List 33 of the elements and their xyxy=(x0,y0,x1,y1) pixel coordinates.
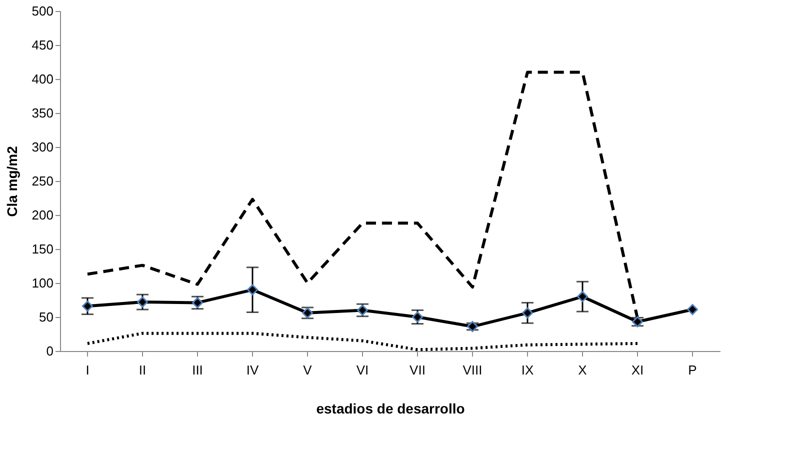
y-tick-label: 500 xyxy=(32,4,54,18)
y-tick-label: 200 xyxy=(32,208,54,222)
y-tick-label: 50 xyxy=(39,310,54,324)
x-tick-label: XI xyxy=(631,362,644,378)
point xyxy=(412,312,423,322)
x-tick-label: II xyxy=(138,362,146,378)
x-tick-label: VI xyxy=(356,362,369,378)
point xyxy=(137,296,148,308)
point xyxy=(247,284,258,296)
x-tick-label: IX xyxy=(521,362,534,378)
y-tick-label: 300 xyxy=(32,140,54,154)
y-tick-label: 150 xyxy=(32,242,54,256)
x-tick-label: IV xyxy=(246,362,259,378)
point xyxy=(522,307,533,318)
y-tick-label: 0 xyxy=(46,344,54,358)
point xyxy=(82,300,93,312)
y-tick-label: 450 xyxy=(32,38,54,52)
y-tick-label: 100 xyxy=(32,276,54,290)
x-tick-label: VIII xyxy=(462,362,482,378)
y-axis-title: Cla mg/m2 xyxy=(4,146,20,217)
x-tick-label: III xyxy=(192,362,203,378)
x-tick-label: V xyxy=(303,362,312,378)
x-tick-label: VII xyxy=(410,362,426,378)
y-tick-label: 250 xyxy=(32,174,54,188)
line-series xyxy=(86,332,639,352)
x-axis-title: estadios de desarrollo xyxy=(316,400,465,416)
x-tick-label: X xyxy=(578,362,588,378)
x-tick-label: I xyxy=(86,362,90,378)
point xyxy=(687,304,698,316)
y-tick-label: 350 xyxy=(32,106,54,120)
y-tick-label: 400 xyxy=(32,72,54,86)
x-tick-label: P xyxy=(688,362,697,378)
point xyxy=(577,291,588,302)
